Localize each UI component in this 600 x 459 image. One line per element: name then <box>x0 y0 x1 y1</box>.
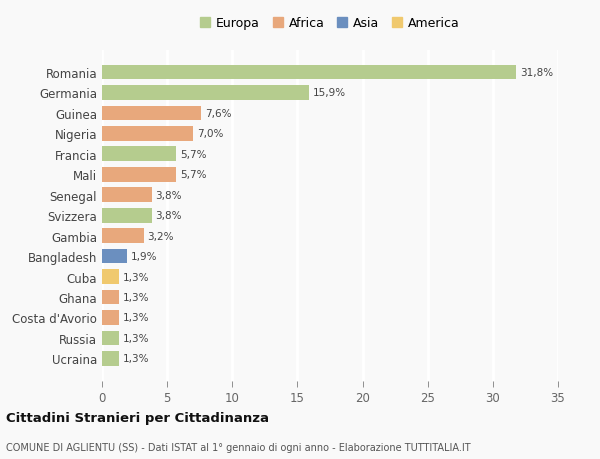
Bar <box>102 147 176 162</box>
Text: 1,9%: 1,9% <box>131 252 157 262</box>
Text: 31,8%: 31,8% <box>520 68 553 78</box>
Text: 1,3%: 1,3% <box>123 353 149 364</box>
Text: 7,6%: 7,6% <box>205 109 232 119</box>
Text: Cittadini Stranieri per Cittadinanza: Cittadini Stranieri per Cittadinanza <box>6 412 269 425</box>
Bar <box>102 86 309 101</box>
Bar <box>102 351 119 366</box>
Text: 3,8%: 3,8% <box>155 190 182 200</box>
Text: 1,3%: 1,3% <box>123 292 149 302</box>
Text: 5,7%: 5,7% <box>180 150 206 159</box>
Text: 7,0%: 7,0% <box>197 129 223 139</box>
Text: 1,3%: 1,3% <box>123 313 149 323</box>
Text: 3,8%: 3,8% <box>155 211 182 221</box>
Bar <box>102 229 143 243</box>
Text: COMUNE DI AGLIENTU (SS) - Dati ISTAT al 1° gennaio di ogni anno - Elaborazione T: COMUNE DI AGLIENTU (SS) - Dati ISTAT al … <box>6 442 470 452</box>
Bar <box>102 66 517 80</box>
Bar <box>102 269 119 284</box>
Bar <box>102 208 152 223</box>
Bar <box>102 249 127 264</box>
Bar <box>102 188 152 203</box>
Bar <box>102 290 119 305</box>
Text: 5,7%: 5,7% <box>180 170 206 180</box>
Legend: Europa, Africa, Asia, America: Europa, Africa, Asia, America <box>200 17 460 30</box>
Bar <box>102 168 176 182</box>
Bar <box>102 331 119 346</box>
Bar <box>102 127 193 141</box>
Text: 3,2%: 3,2% <box>148 231 174 241</box>
Text: 15,9%: 15,9% <box>313 88 346 98</box>
Bar <box>102 310 119 325</box>
Bar <box>102 106 201 121</box>
Text: 1,3%: 1,3% <box>123 333 149 343</box>
Text: 1,3%: 1,3% <box>123 272 149 282</box>
